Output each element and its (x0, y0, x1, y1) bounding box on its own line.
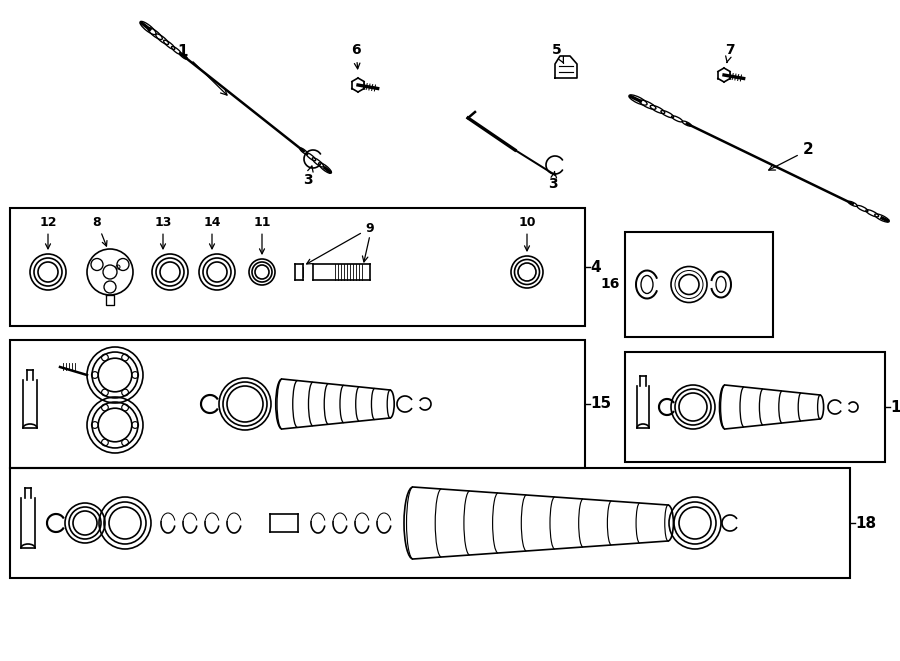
Text: 15: 15 (590, 397, 611, 412)
Bar (10, 208, 585, 326)
Text: 1: 1 (178, 44, 227, 95)
Text: 2: 2 (769, 143, 814, 170)
Polygon shape (555, 56, 577, 78)
Text: 13: 13 (154, 215, 172, 249)
Bar (10, 468, 850, 578)
Text: 17: 17 (890, 399, 900, 414)
Text: 6: 6 (351, 43, 361, 69)
Text: 14: 14 (203, 215, 220, 249)
Text: 10: 10 (518, 215, 536, 251)
Text: 9: 9 (307, 221, 374, 264)
Bar (625, 232, 773, 337)
Bar (625, 352, 885, 462)
Text: 18: 18 (855, 516, 876, 531)
Text: 8: 8 (93, 215, 107, 246)
Text: 7: 7 (725, 43, 734, 63)
Text: 16: 16 (600, 278, 620, 292)
Text: 12: 12 (40, 215, 57, 249)
Text: 5: 5 (552, 43, 563, 63)
Bar (10, 340, 585, 468)
Text: 3: 3 (548, 171, 558, 191)
Text: 3: 3 (303, 166, 313, 187)
Text: 11: 11 (253, 215, 271, 254)
Text: 4: 4 (590, 260, 600, 274)
